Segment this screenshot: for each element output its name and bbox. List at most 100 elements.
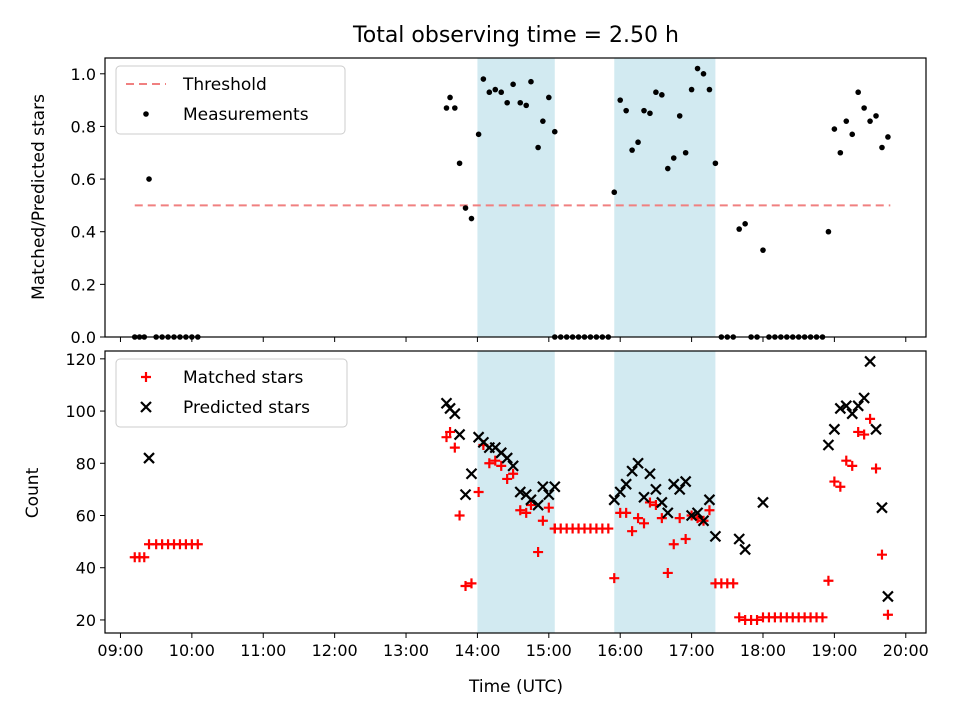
y-tick-label: 100: [65, 402, 96, 421]
measurement-point: [146, 176, 152, 182]
matched-star-point: [473, 487, 484, 497]
measurement-point: [861, 105, 867, 111]
measurement-point: [843, 118, 850, 124]
predicted-star-point: [733, 533, 745, 545]
matched-star-point: [543, 502, 554, 513]
predicted-star-point: [679, 475, 692, 488]
measurement-point: [665, 165, 671, 172]
measurement-point: [535, 144, 541, 151]
predicted-star-point: [626, 465, 638, 477]
chart-title: Total observing time = 2.50 h: [352, 23, 679, 48]
matched-star-point: [656, 513, 667, 524]
top-panel: 0.0 0.2 0.4 0.6 0.8 1.0 Threshold Measurements: [71, 57, 927, 347]
measurement-point: [825, 228, 832, 235]
measurement-point: [712, 160, 719, 167]
predicted-star-point: [650, 483, 662, 496]
legend-label: Measurements: [183, 105, 309, 125]
predicted-star-point: [465, 467, 478, 480]
matched-star-point: [876, 549, 887, 560]
matched-star-point: [192, 539, 203, 550]
y-tick-label: 0.6: [71, 170, 96, 189]
predicted-star-point: [739, 543, 751, 556]
measurement-point: [510, 81, 516, 88]
matched-star-point: [853, 426, 864, 437]
y-tick-label: 20: [76, 611, 96, 630]
measurement-point: [540, 118, 546, 124]
x-tick-label: 18:00: [740, 641, 786, 660]
measurement-point: [456, 160, 463, 167]
predicted-star-point: [501, 452, 513, 464]
matched-star-point: [841, 455, 852, 466]
measurement-point: [528, 78, 534, 85]
y-tick-label: 120: [65, 350, 96, 369]
legend: Threshold Measurements: [115, 65, 346, 135]
predicted-star-point: [620, 478, 632, 490]
matched-star-point: [728, 578, 739, 589]
measurement-point: [647, 110, 653, 117]
predicted-star-point: [662, 507, 674, 519]
matched-star-point: [525, 500, 536, 511]
predicted-star-point: [537, 481, 549, 493]
matched-star-point: [752, 614, 763, 625]
matched-star-point: [627, 526, 638, 537]
measurement-point: [480, 76, 487, 82]
measurement-point: [443, 105, 450, 111]
matched-star-point: [704, 505, 715, 516]
bottom-y-axis-label: Count: [23, 467, 43, 518]
legend-label: Matched stars: [183, 368, 303, 388]
predicted-star-point: [864, 355, 876, 368]
measurement-point: [670, 155, 677, 161]
matched-star-point: [835, 481, 846, 492]
shaded-span: [477, 58, 555, 337]
measurement-point: [629, 147, 635, 153]
matched-star-point: [460, 581, 471, 591]
axes-frame: [104, 350, 927, 634]
matched-star-point: [639, 518, 650, 529]
predicted-star-point: [632, 457, 644, 470]
matched-star-point: [859, 429, 870, 440]
predicted-star-point: [548, 481, 561, 493]
matched-star-point: [603, 523, 614, 534]
predicted-star-point: [685, 509, 698, 522]
predicted-star-point: [876, 501, 888, 514]
y-tick-label: 0.8: [71, 117, 96, 136]
legend-label: Predicted stars: [183, 398, 310, 418]
matched-star-point: [515, 505, 526, 516]
matched-star-point: [829, 476, 840, 487]
predicted-star-point: [638, 491, 650, 503]
measurement-point: [623, 107, 629, 114]
measurement-point: [452, 105, 458, 111]
predicted-star-point: [514, 486, 527, 498]
y-tick-label: 0.4: [71, 223, 96, 242]
measurement-point: [659, 92, 665, 98]
matched-star-point: [734, 612, 745, 623]
measurement-point: [885, 134, 891, 140]
predicted-star-point: [440, 397, 453, 409]
x-tick-label: 13:00: [383, 641, 429, 660]
predicted-star-point: [697, 514, 710, 527]
matched-star-point: [621, 507, 632, 518]
measurement-point: [736, 226, 742, 232]
matched-star-point: [139, 552, 150, 563]
predicted-star-point: [614, 486, 626, 498]
predicted-star-point: [608, 494, 621, 506]
legend-measurement-marker: [143, 111, 149, 117]
x-tick-label: 11:00: [240, 641, 286, 660]
matched-star-point: [449, 442, 460, 453]
predicted-star-point: [870, 423, 882, 436]
measurement-point: [653, 89, 659, 96]
measurement-point: [617, 97, 624, 103]
predicted-star-point: [691, 507, 704, 519]
x-tick-label: 14:00: [454, 641, 500, 660]
legend-label: Threshold: [182, 75, 267, 95]
predicted-star-point: [882, 590, 894, 603]
measurement-point: [682, 149, 689, 156]
x-tick-label: 17:00: [669, 641, 715, 660]
y-tick-label: 1.0: [71, 65, 96, 84]
matched-star-point: [882, 609, 893, 620]
x-tick-label: 15:00: [526, 641, 572, 660]
predicted-star-point: [532, 499, 544, 511]
predicted-star-point: [525, 494, 537, 506]
matched-star-point: [865, 413, 876, 424]
predicted-star-point: [656, 496, 668, 509]
